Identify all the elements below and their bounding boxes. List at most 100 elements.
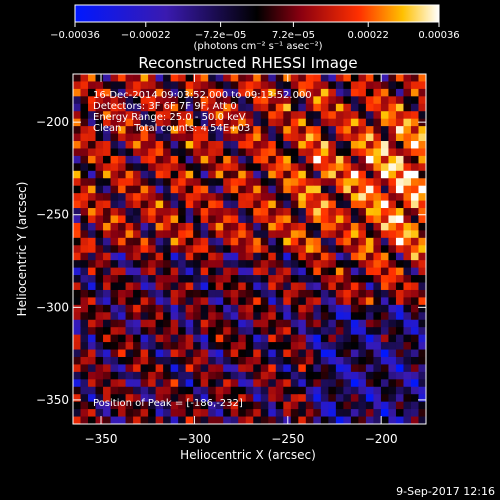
- heatmap-cell: [223, 297, 232, 306]
- heatmap-cell: [298, 416, 307, 424]
- heatmap-cell: [140, 222, 149, 231]
- heatmap-cell: [373, 237, 382, 246]
- heatmap-cell: [133, 81, 141, 90]
- heatmap-cell: [365, 312, 374, 321]
- heatmap-cell: [95, 96, 104, 105]
- heatmap-cell: [185, 126, 194, 134]
- heatmap-cell: [335, 148, 344, 157]
- heatmap-cell: [110, 170, 119, 179]
- heatmap-cell: [350, 275, 359, 283]
- heatmap-cell: [268, 386, 277, 395]
- colorbar: [74, 4, 440, 23]
- heatmap-cell: [365, 163, 374, 172]
- heatmap-cell: [80, 334, 89, 343]
- heatmap-cell: [380, 126, 389, 134]
- heatmap-cell: [245, 252, 254, 261]
- heatmap-cell: [418, 304, 426, 313]
- heatmap-cell: [380, 111, 389, 120]
- heatmap-cell: [260, 342, 269, 350]
- heatmap-cell: [290, 155, 299, 164]
- heatmap-cell: [350, 267, 359, 276]
- heatmap-cell: [178, 319, 187, 328]
- heatmap-cell: [358, 74, 367, 82]
- heatmap-cell: [305, 409, 314, 417]
- heatmap-cell: [193, 155, 202, 164]
- heatmap-cell: [223, 155, 232, 164]
- heatmap-cell: [95, 356, 104, 365]
- heatmap-cell: [178, 222, 187, 231]
- heatmap-cell: [328, 88, 337, 97]
- heatmap-cell: [320, 394, 329, 403]
- heatmap-cell: [380, 193, 389, 201]
- heatmap-cell: [418, 208, 426, 216]
- heatmap-cell: [418, 103, 426, 112]
- heatmap-cell: [373, 185, 382, 194]
- heatmap-cell: [395, 118, 404, 127]
- heatmap-cell: [73, 379, 81, 388]
- x-tick-label: −200: [365, 432, 398, 446]
- heatmap-cell: [155, 297, 164, 306]
- heatmap-cell: [298, 289, 307, 298]
- heatmap-cell: [118, 237, 126, 246]
- heatmap-cell: [73, 401, 81, 410]
- heatmap-cell: [358, 126, 367, 134]
- heatmap-cell: [110, 245, 119, 254]
- heatmap-cell: [305, 275, 314, 283]
- heatmap-cell: [125, 111, 134, 120]
- heatmap-cell: [193, 401, 202, 410]
- heatmap-cell: [320, 155, 329, 164]
- heatmap-cell: [335, 237, 344, 246]
- heatmap-cell: [163, 319, 172, 328]
- heatmap-cell: [313, 148, 322, 157]
- heatmap-cell: [118, 230, 126, 239]
- heatmap-cell: [328, 245, 337, 254]
- heatmap-cell: [155, 126, 164, 134]
- heatmap-cell: [365, 401, 374, 410]
- heatmap-cell: [110, 74, 119, 82]
- heatmap-cell: [388, 103, 397, 112]
- heatmap-cell: [328, 319, 337, 328]
- heatmap-cell: [358, 267, 367, 276]
- heatmap-cell: [73, 394, 81, 403]
- heatmap-cell: [388, 185, 397, 194]
- heatmap-cell: [343, 155, 352, 164]
- heatmap-cell: [313, 289, 322, 298]
- heatmap-cell: [380, 88, 389, 97]
- heatmap-cell: [350, 111, 359, 120]
- heatmap-cell: [73, 282, 81, 291]
- heatmap-cell: [350, 319, 359, 328]
- heatmap-cell: [418, 245, 426, 254]
- heatmap-cell: [95, 126, 104, 134]
- heatmap-cell: [373, 282, 382, 291]
- heatmap-cell: [313, 133, 322, 142]
- heatmap-cell: [170, 327, 179, 336]
- heatmap-cell: [88, 96, 96, 105]
- heatmap-cell: [343, 200, 352, 209]
- heatmap-cell: [335, 215, 344, 224]
- heatmap-cell: [373, 96, 382, 105]
- heatmap-cell: [73, 155, 81, 164]
- heatmap-cell: [223, 170, 232, 179]
- heatmap-cell: [125, 334, 134, 343]
- heatmap-cell: [185, 118, 194, 127]
- heatmap-cell: [80, 237, 89, 246]
- heatmap-cell: [148, 304, 157, 313]
- heatmap-cell: [418, 401, 426, 410]
- heatmap-cell: [403, 364, 412, 373]
- heatmap-cell: [395, 416, 404, 424]
- heatmap-cell: [88, 379, 96, 388]
- heatmap-cell: [140, 334, 149, 343]
- heatmap-cell: [268, 245, 277, 254]
- heatmap-cell: [148, 327, 157, 336]
- heatmap-cell: [313, 155, 322, 164]
- heatmap-cell: [275, 409, 284, 417]
- heatmap-cell: [275, 356, 284, 365]
- heatmap-cell: [223, 371, 232, 380]
- heatmap-cell: [245, 111, 254, 120]
- heatmap-cell: [290, 96, 299, 105]
- heatmap-cell: [73, 386, 81, 395]
- heatmap-cell: [223, 103, 232, 112]
- heatmap-cell: [88, 252, 96, 261]
- heatmap-cell: [328, 364, 337, 373]
- heatmap-cell: [200, 126, 209, 134]
